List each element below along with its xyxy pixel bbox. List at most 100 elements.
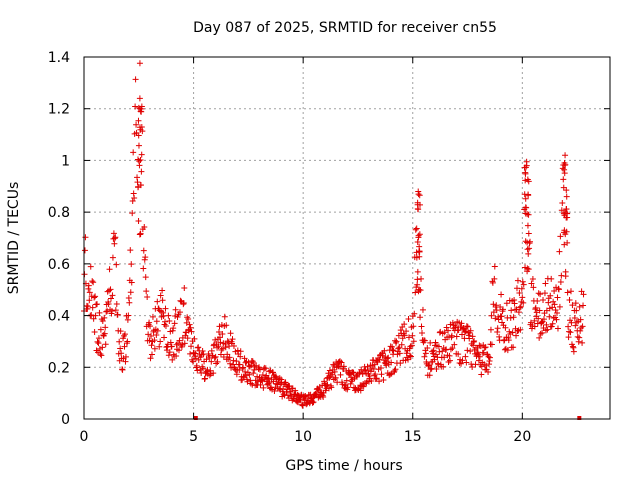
- data-point: [544, 326, 551, 333]
- data-point: [82, 234, 89, 241]
- data-point: [554, 294, 561, 301]
- data-point: [171, 320, 178, 327]
- data-point: [466, 335, 473, 342]
- x-tick-label: 15: [404, 429, 422, 445]
- data-point: [551, 301, 558, 308]
- data-point: [549, 304, 556, 311]
- data-point: [540, 297, 547, 304]
- data-point: [481, 344, 488, 351]
- data-point: [117, 345, 124, 352]
- data-point: [522, 210, 529, 217]
- data-point: [422, 350, 429, 357]
- data-point: [270, 369, 277, 376]
- data-point: [412, 226, 419, 233]
- data-point: [562, 152, 569, 159]
- data-point: [222, 344, 229, 351]
- data-point: [110, 230, 117, 237]
- data-point: [443, 324, 450, 331]
- data-point: [107, 286, 114, 293]
- data-point: [241, 355, 248, 362]
- data-point: [135, 104, 142, 111]
- data-point: [199, 348, 206, 355]
- data-point: [579, 323, 586, 330]
- data-point: [380, 376, 387, 383]
- data-point: [548, 323, 555, 330]
- data-point: [573, 319, 580, 326]
- data-point: [219, 331, 226, 338]
- data-point: [577, 316, 584, 323]
- data-point: [376, 378, 383, 385]
- data-point: [453, 333, 460, 340]
- data-point: [216, 334, 223, 341]
- data-point: [546, 313, 553, 320]
- data-point: [111, 240, 118, 247]
- data-point: [188, 343, 195, 350]
- data-point: [347, 380, 354, 387]
- data-point: [127, 247, 134, 254]
- data-point: [230, 357, 237, 364]
- data-point: [426, 362, 433, 369]
- data-point: [414, 205, 421, 212]
- data-point: [511, 300, 518, 307]
- data-point: [464, 323, 471, 330]
- data-point: [414, 199, 421, 206]
- data-point: [580, 291, 587, 298]
- data-point: [215, 343, 222, 350]
- data-point: [473, 350, 480, 357]
- data-point: [441, 354, 448, 361]
- data-point: [332, 374, 339, 381]
- data-point: [491, 263, 498, 270]
- data-point: [175, 347, 182, 354]
- data-point: [86, 289, 93, 296]
- data-point: [411, 310, 418, 317]
- data-point: [99, 317, 106, 324]
- y-tick-label: 0.6: [48, 257, 70, 273]
- data-point: [418, 323, 425, 330]
- data-point: [449, 345, 456, 352]
- data-point: [572, 322, 579, 329]
- data-point: [128, 261, 135, 268]
- data-point: [551, 287, 558, 294]
- data-point: [569, 302, 576, 309]
- data-point: [572, 300, 579, 307]
- data-point: [485, 353, 492, 360]
- data-point: [565, 323, 572, 330]
- data-point: [522, 177, 529, 184]
- data-point: [416, 248, 423, 255]
- data-point: [549, 320, 556, 327]
- data-point: [558, 207, 565, 214]
- data-point: [489, 279, 496, 286]
- data-point: [357, 387, 364, 394]
- data-point: [168, 343, 175, 350]
- data-point: [541, 290, 548, 297]
- data-point: [119, 366, 126, 373]
- data-point: [426, 372, 433, 379]
- data-point: [525, 250, 532, 257]
- data-point: [524, 246, 531, 253]
- data-point: [97, 351, 104, 358]
- data-point: [87, 263, 94, 270]
- data-point: [531, 323, 538, 330]
- data-point: [563, 206, 570, 213]
- data-point: [537, 330, 544, 337]
- data-point: [446, 357, 453, 364]
- data-point: [471, 338, 478, 345]
- data-point: [116, 338, 123, 345]
- data-point: [560, 176, 567, 183]
- data-point: [384, 355, 391, 362]
- data-point: [577, 327, 584, 334]
- data-point: [134, 179, 141, 186]
- data-point: [217, 339, 224, 346]
- data-point: [137, 231, 144, 238]
- data-point: [410, 338, 417, 345]
- data-point: [276, 375, 283, 382]
- data-point: [524, 211, 531, 218]
- data-point: [570, 348, 577, 355]
- data-point: [135, 132, 142, 139]
- data-point: [172, 306, 179, 313]
- data-point: [522, 204, 529, 211]
- data-point: [405, 334, 412, 341]
- data-point: [499, 319, 506, 326]
- data-point: [556, 248, 563, 255]
- y-tick-label: 1: [61, 153, 70, 169]
